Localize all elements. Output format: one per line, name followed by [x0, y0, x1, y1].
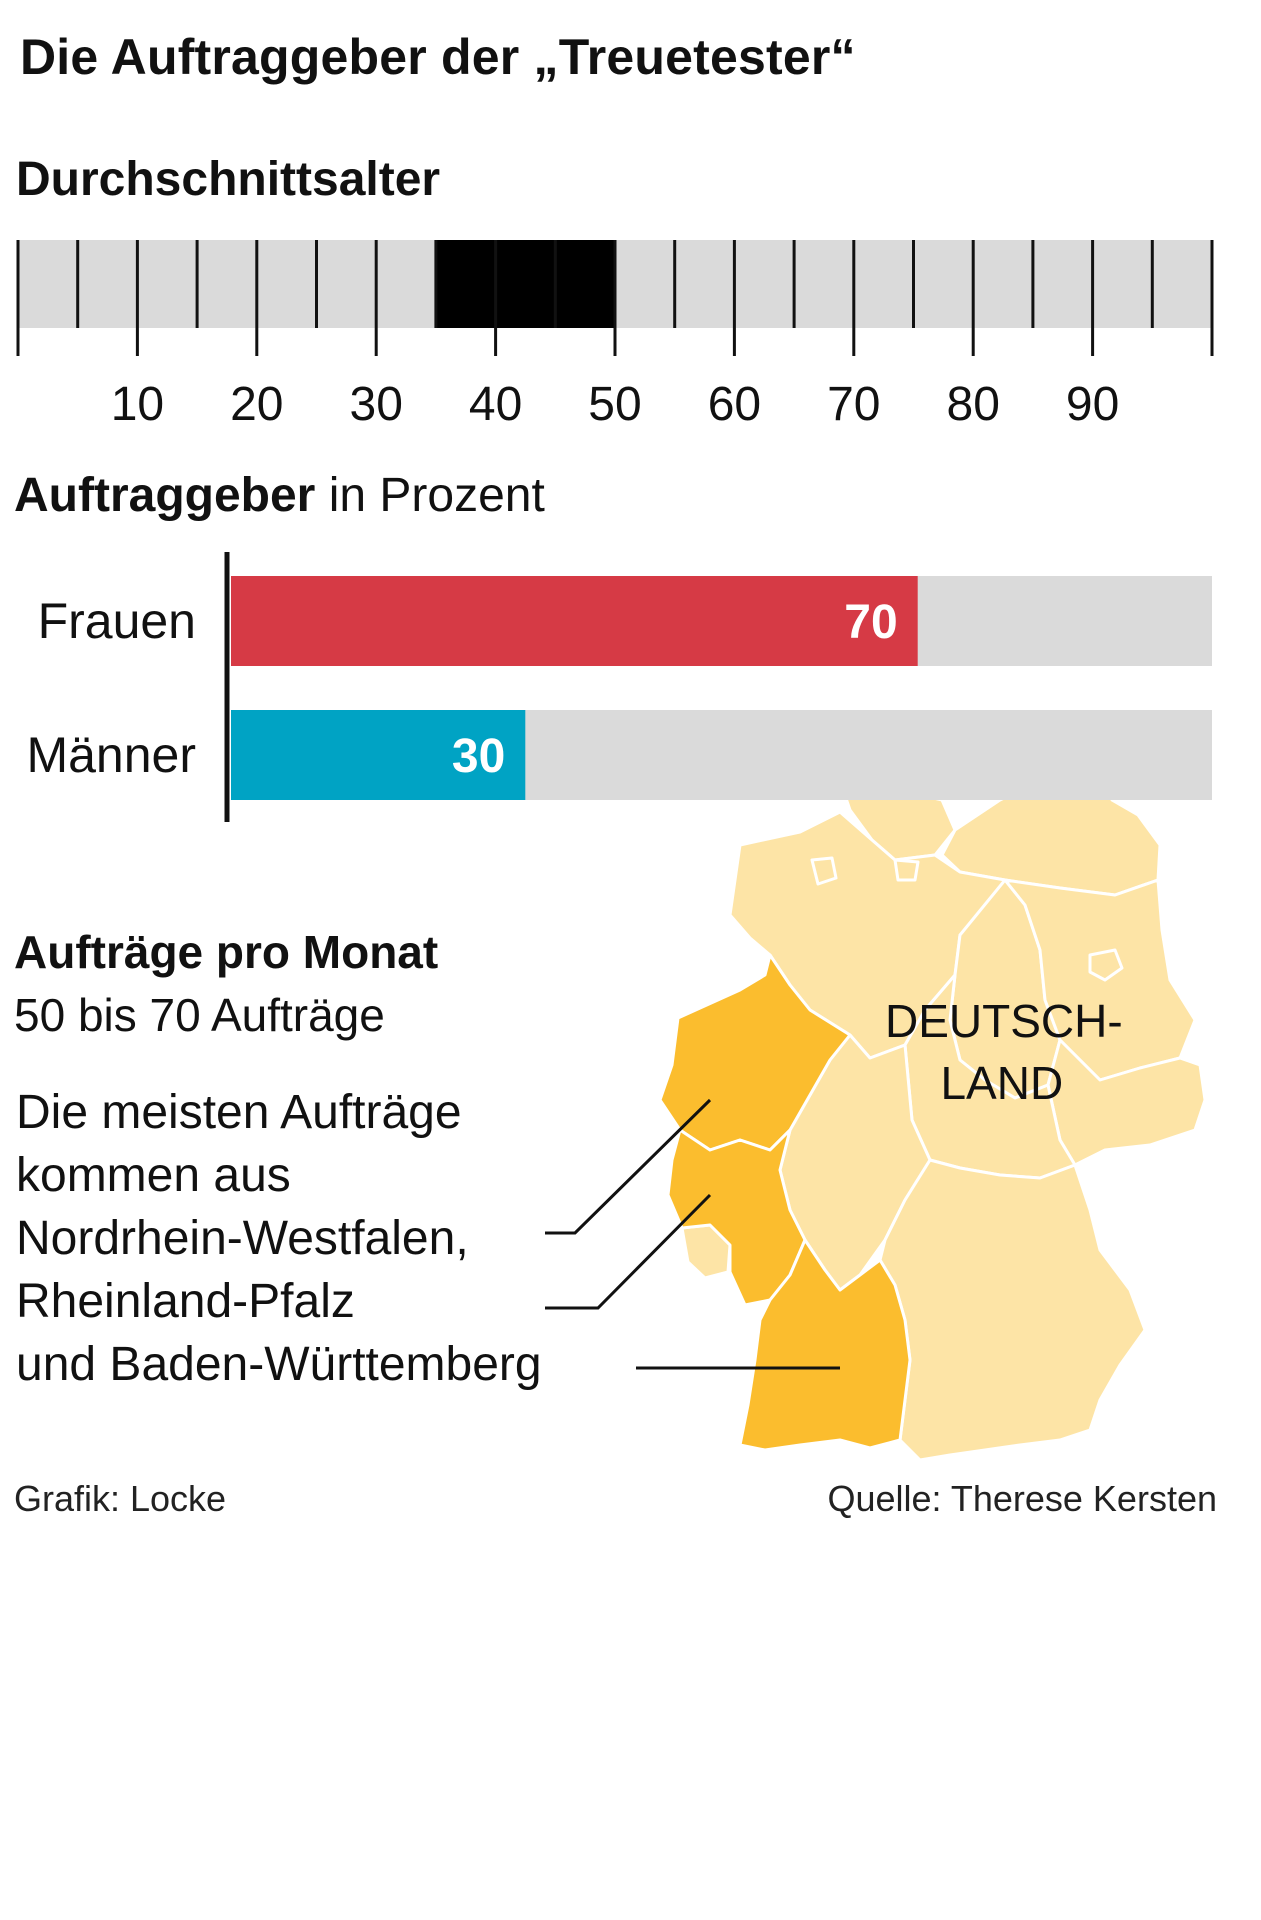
orders-desc-line: Rheinland-Pfalz — [16, 1275, 355, 1328]
map-state-bayern — [878, 1158, 1147, 1462]
age-tick-label: 10 — [111, 378, 164, 431]
age-chart: 10 20 30 40 50 60 70 80 90 — [16, 240, 1214, 431]
age-tick-label: 40 — [469, 378, 522, 431]
share-heading-bold: Auftraggeber — [14, 469, 316, 522]
share-heading-rest: in Prozent — [315, 469, 545, 522]
leader-line-rlp — [545, 1193, 712, 1310]
orders-heading: Aufträge pro Monat — [14, 926, 439, 978]
share-chart-heading: Auftraggeber in Prozent — [14, 468, 545, 523]
share-value-label: 70 — [844, 596, 897, 649]
orders-desc-line: Nordrhein-Westfalen, — [16, 1212, 469, 1265]
share-chart: 70 Frauen 30 Männer — [26, 552, 1212, 822]
orders-range: 50 bis 70 Aufträge — [14, 989, 385, 1041]
age-tick-label: 70 — [827, 378, 880, 431]
share-category-label: Frauen — [38, 593, 196, 649]
map-leader-lines — [545, 1098, 840, 1370]
age-range-bar — [435, 240, 615, 328]
page-title: Die Auftraggeber der „Treuetester“ — [20, 29, 856, 85]
leader-line-nrw — [545, 1098, 712, 1235]
orders-desc-line: und Baden-Württemberg — [16, 1338, 542, 1391]
map-label-line2: LAND — [940, 1057, 1064, 1109]
age-tick-label: 50 — [588, 378, 641, 431]
map-state-baden-wuerttemberg — [738, 1238, 912, 1452]
age-tick-label: 20 — [230, 378, 283, 431]
orders-desc-line: kommen aus — [16, 1149, 291, 1202]
map-label-line1: DEUTSCH- — [885, 995, 1123, 1047]
age-tick-label: 30 — [350, 378, 403, 431]
footer-source: Quelle: Therese Kersten — [827, 1478, 1217, 1519]
footer-credit: Grafik: Locke — [14, 1478, 227, 1519]
share-bar-men — [231, 710, 526, 800]
share-value-label: 30 — [452, 730, 505, 783]
age-tick-label: 60 — [708, 378, 761, 431]
map-state-berlin — [1088, 948, 1124, 982]
share-category-label: Männer — [26, 727, 196, 783]
age-tick-label: 80 — [947, 378, 1000, 431]
map-label: DEUTSCH- LAND — [885, 990, 1123, 1114]
share-bar-women — [231, 576, 918, 666]
map-state-bremen — [810, 856, 838, 886]
age-chart-heading: Durchschnittsalter — [16, 153, 441, 206]
map-state-hamburg — [893, 858, 920, 882]
age-tick-label: 90 — [1066, 378, 1119, 431]
orders-desc-line: Die meisten Aufträge — [16, 1086, 462, 1139]
